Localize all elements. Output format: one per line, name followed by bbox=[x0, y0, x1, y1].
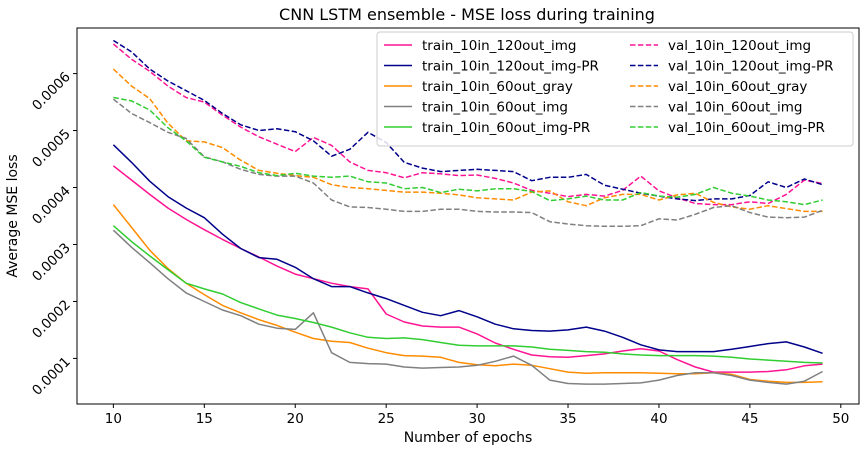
x-tick-label: 45 bbox=[741, 411, 758, 427]
legend-label-9: val_10in_60out_img bbox=[668, 100, 803, 116]
x-axis: 10 15 20 25 30 35 40 45 50 bbox=[105, 404, 849, 427]
y-tick-label: 0.0002 bbox=[29, 297, 74, 342]
x-tick-label: 15 bbox=[196, 411, 213, 427]
y-tick-label: 0.0005 bbox=[29, 126, 74, 171]
series-line-10 bbox=[113, 96, 823, 206]
series-line-4 bbox=[112, 229, 823, 385]
legend-label-3: train_10in_60out_gray bbox=[422, 79, 573, 95]
x-tick-label: 50 bbox=[832, 411, 849, 427]
x-tick-label: 20 bbox=[287, 411, 304, 427]
chart-title: CNN LSTM ensemble - MSE loss during trai… bbox=[279, 5, 655, 24]
legend-label-2: train_10in_120out_img-PR bbox=[422, 59, 599, 75]
x-tick-label: 40 bbox=[650, 411, 667, 427]
y-tick-label: 0.0001 bbox=[29, 354, 74, 399]
series-line-1 bbox=[112, 165, 823, 373]
y-tick-label: 0.0004 bbox=[29, 183, 74, 228]
legend-label-5: train_10in_60out_img-PR bbox=[422, 120, 590, 136]
plot-area bbox=[76, 27, 860, 405]
y-tick-label: 0.0003 bbox=[29, 240, 74, 285]
legend-label-1: train_10in_120out_img bbox=[422, 38, 577, 54]
x-tick-label: 30 bbox=[468, 411, 485, 427]
y-axis-label: Average MSE loss bbox=[5, 154, 21, 277]
x-tick-label: 35 bbox=[559, 411, 576, 427]
x-axis-label: Number of epochs bbox=[404, 430, 533, 446]
series-line-7 bbox=[113, 39, 823, 202]
series-line-2 bbox=[112, 144, 823, 355]
y-axis: 0.0001 0.0002 0.0003 0.0004 0.0005 0.0006 bbox=[29, 69, 77, 399]
legend-label-4: train_10in_60out_img bbox=[422, 100, 568, 116]
series-line-9 bbox=[112, 98, 823, 228]
x-tick-label: 25 bbox=[378, 411, 395, 427]
legend-label-6: val_10in_120out_img bbox=[668, 38, 811, 54]
series-line-8 bbox=[112, 68, 823, 213]
legend: train_10in_120out_img train_10in_120out_i… bbox=[376, 31, 854, 147]
legend-label-10: val_10in_60out_img-PR bbox=[668, 120, 825, 136]
series-layer bbox=[112, 39, 823, 385]
legend-label-8: val_10in_60out_gray bbox=[668, 79, 807, 95]
series-line-5 bbox=[112, 225, 823, 364]
y-tick-label: 0.0006 bbox=[29, 69, 74, 114]
series-line-6 bbox=[112, 43, 823, 206]
x-tick-label: 10 bbox=[105, 411, 122, 427]
legend-box bbox=[376, 31, 854, 147]
legend-label-7: val_10in_120out_img-PR bbox=[668, 59, 834, 75]
